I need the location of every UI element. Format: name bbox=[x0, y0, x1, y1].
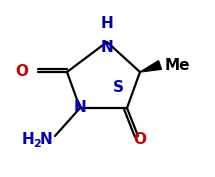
Text: O: O bbox=[15, 64, 29, 79]
Text: N: N bbox=[101, 40, 113, 55]
Text: H: H bbox=[101, 16, 113, 32]
Text: H: H bbox=[22, 133, 34, 147]
Text: O: O bbox=[134, 133, 146, 147]
Text: Me: Me bbox=[165, 59, 190, 73]
Polygon shape bbox=[140, 61, 161, 72]
Text: 2: 2 bbox=[33, 139, 41, 149]
Text: N: N bbox=[74, 101, 86, 116]
Text: S: S bbox=[112, 81, 123, 96]
Text: N: N bbox=[40, 133, 52, 147]
